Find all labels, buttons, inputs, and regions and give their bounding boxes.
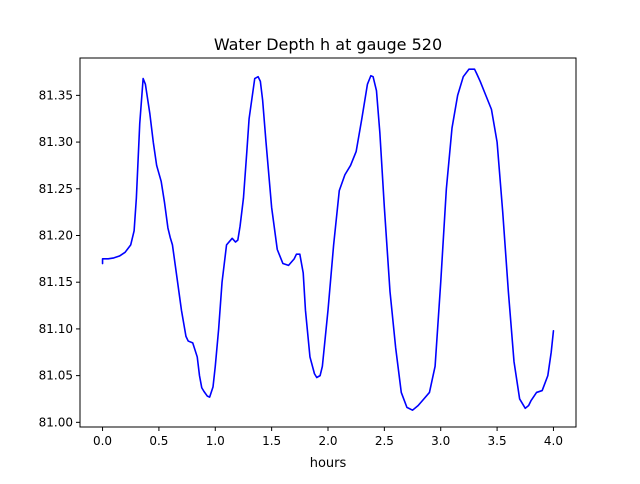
y-tick-label: 81.20 [39,228,73,242]
x-tick-label: 3.5 [488,434,507,448]
x-axis-label: hours [310,456,347,471]
y-tick-label: 81.25 [39,182,73,196]
y-tick-label: 81.35 [39,88,73,102]
x-tick-label: 2.5 [375,434,394,448]
chart-title: Water Depth h at gauge 520 [214,35,442,54]
x-tick-label: 0.0 [93,434,112,448]
x-tick-label: 1.5 [262,434,281,448]
plot-area-frame [79,57,577,428]
x-tick-label: 0.5 [149,434,168,448]
y-tick-label: 81.30 [39,135,73,149]
series-line [101,68,555,411]
x-tick-label: 3.0 [431,434,450,448]
y-tick-label: 81.05 [39,369,73,383]
x-tick-label: 4.0 [544,434,563,448]
axis-layer: 0.0 0.5 1.0 1.5 2.0 2.5 3.0 3.5 4.0 81.00 81.05 81.… [39,88,563,448]
x-tick-label: 2.0 [318,434,337,448]
y-tick-label: 81.15 [39,275,73,289]
y-tick-label: 81.10 [39,322,73,336]
series-layer [101,68,555,411]
x-tick-label: 1.0 [206,434,225,448]
y-tick-label: 81.00 [39,415,73,429]
